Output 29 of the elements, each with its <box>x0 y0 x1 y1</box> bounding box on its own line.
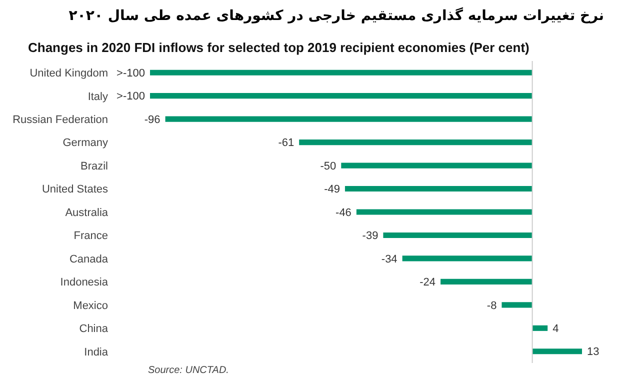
y-tick-label: Canada <box>69 253 109 266</box>
y-tick-label: Russian Federation <box>12 114 108 126</box>
data-label: >-100 <box>116 67 145 80</box>
chart-title: نرخ تغییرات سرمایه گذاری مستقیم خارجی در کشورهای عمده طی سال ۲۰۲۰ <box>68 8 605 26</box>
data-label: -8 <box>486 300 497 312</box>
y-tick-label: Germany <box>62 137 108 150</box>
data-label: -61 <box>278 137 294 150</box>
y-tick-label: Italy <box>88 90 108 103</box>
y-tick-label: United Kingdom <box>30 68 108 80</box>
data-label: -34 <box>381 253 398 266</box>
y-tick-label: Australia <box>65 206 109 219</box>
y-tick-label: China <box>79 323 109 336</box>
data-label: 13 <box>587 346 600 358</box>
data-label: -96 <box>144 114 160 126</box>
y-tick-label: United States <box>42 184 108 196</box>
y-tick-label: Brazil <box>80 160 108 172</box>
y-tick-label: India <box>84 346 109 358</box>
data-label: -46 <box>336 206 352 219</box>
data-label: -24 <box>420 276 436 289</box>
y-tick-label: Indonesia <box>60 276 109 289</box>
chart-subtitle: Changes in 2020 FDI inflows for selected top 2019 recipient economies (Per cent) <box>27 40 530 55</box>
data-label: -49 <box>324 184 340 196</box>
data-label: >-100 <box>116 90 145 103</box>
data-label: -50 <box>320 160 336 172</box>
y-tick-label: France <box>74 230 108 242</box>
y-tick-label: Mexico <box>73 300 108 312</box>
data-label: -39 <box>362 230 378 242</box>
data-label: 4 <box>552 323 559 336</box>
source-note: Source: UNCTAD. <box>147 365 230 376</box>
